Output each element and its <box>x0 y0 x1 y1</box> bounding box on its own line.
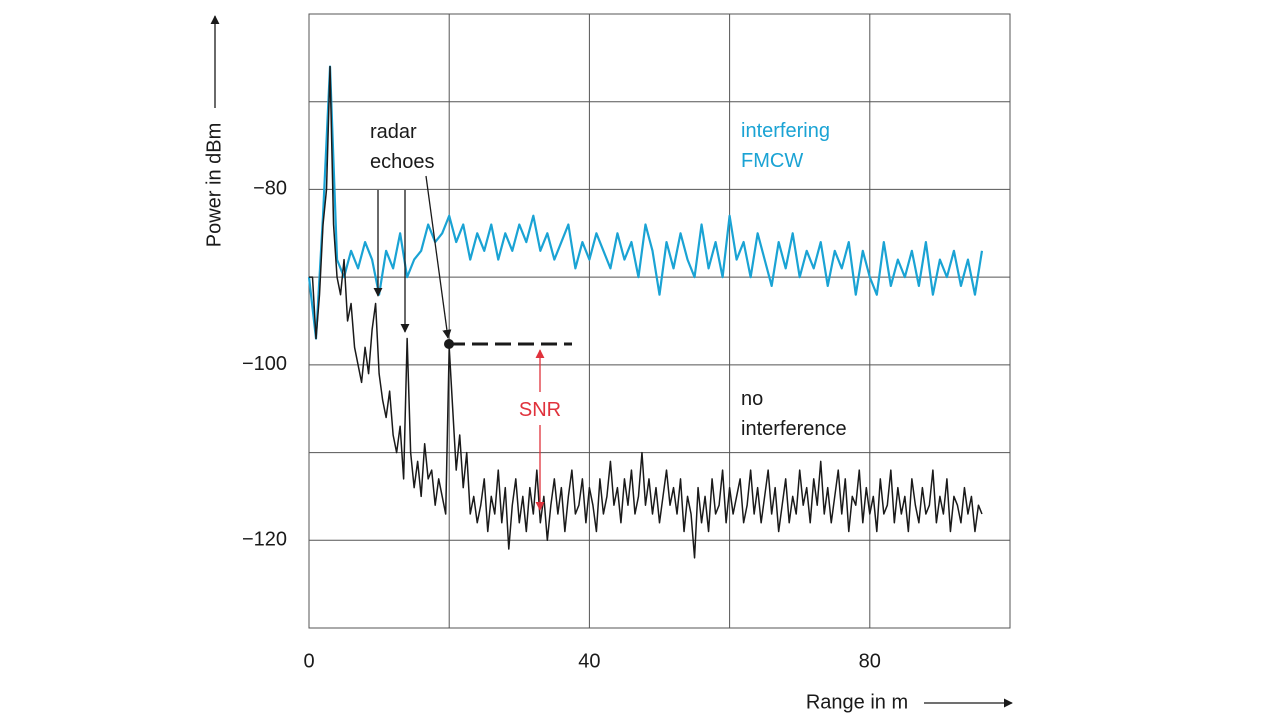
annotation-line: no <box>741 388 763 410</box>
annotation: SNR <box>519 399 561 421</box>
annotation-line: echoes <box>370 151 435 173</box>
annotation-line: FMCW <box>741 150 803 172</box>
y-axis-label: Power in dBm <box>203 123 225 248</box>
x-axis-label: Range in m <box>806 691 908 713</box>
annotation-line: interference <box>741 418 847 440</box>
y-tick-label: −80 <box>253 178 287 200</box>
annotation: radar echoes <box>370 121 435 173</box>
x-tick-label: 0 <box>303 650 314 672</box>
annotation: no interference <box>741 388 847 440</box>
x-tick-label: 80 <box>859 650 881 672</box>
annotation-line: interfering <box>741 120 830 142</box>
series-line <box>309 65 983 559</box>
y-tick-label: −120 <box>242 529 287 551</box>
annotation-line: radar <box>370 121 417 143</box>
grid <box>308 14 1011 628</box>
plot-frame <box>308 13 1011 629</box>
series-line <box>307 65 984 340</box>
peak-dot <box>444 339 454 349</box>
annotation: interfering FMCW <box>741 120 830 172</box>
x-tick-label: 40 <box>578 650 600 672</box>
annotation-line: SNR <box>519 399 561 421</box>
series <box>307 65 984 559</box>
y-tick-label: −100 <box>242 353 287 375</box>
echo-arrow <box>425 175 452 339</box>
